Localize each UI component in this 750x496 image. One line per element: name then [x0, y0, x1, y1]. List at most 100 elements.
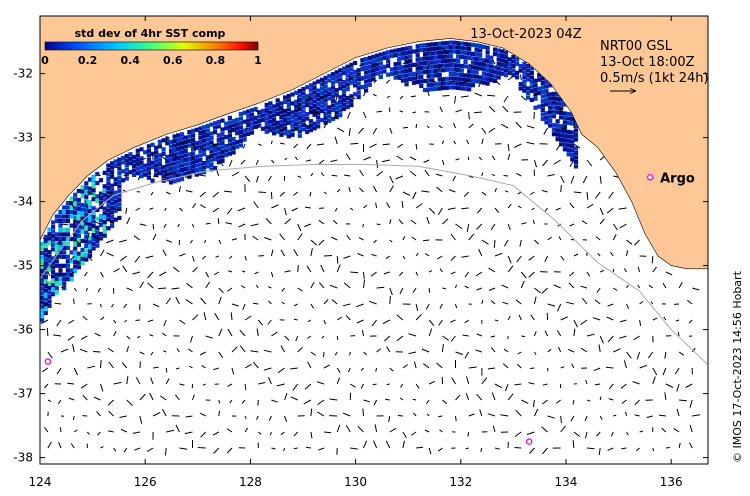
current-vector: [271, 399, 278, 403]
sst-pixel: [408, 59, 413, 64]
current-vector: [468, 63, 476, 69]
current-vector: [256, 175, 259, 183]
current-vector: [191, 151, 193, 161]
sst-pixel: [319, 77, 324, 82]
sst-pixel: [364, 57, 369, 62]
current-vector: [318, 282, 325, 289]
sst-pixel: [198, 135, 203, 140]
sst-pixel: [65, 263, 70, 268]
sst-pixel: [154, 145, 159, 150]
sst-pixel: [191, 137, 196, 142]
sst-pixel: [341, 79, 347, 85]
sst-pixel: [367, 69, 372, 74]
sst-pixel: [290, 110, 295, 115]
sst-pixel: [294, 99, 299, 104]
current-vector: [228, 159, 233, 167]
current-vector: [520, 74, 522, 81]
sst-pixel: [562, 147, 567, 152]
current-vector: [613, 348, 621, 353]
current-vector: [199, 191, 207, 198]
current-vector: [520, 95, 527, 101]
sst-pixel: [345, 82, 350, 87]
current-vector: [412, 111, 417, 114]
current-vector: [237, 207, 246, 212]
sst-pixel: [257, 110, 262, 115]
sst-pixel: [62, 236, 67, 241]
sst-pixel: [503, 50, 509, 55]
sst-pixel: [529, 75, 534, 80]
sst-pixel: [529, 97, 534, 102]
current-vector: [200, 431, 207, 438]
current-vector: [54, 302, 62, 305]
sst-pixel: [456, 41, 461, 46]
current-vector: [478, 79, 483, 88]
sst-pixel: [334, 92, 339, 97]
sst-pixel: [481, 44, 486, 49]
current-vector: [358, 187, 364, 193]
current-vector: [413, 361, 417, 369]
sst-pixel: [341, 93, 347, 98]
current-vector: [383, 271, 390, 275]
sst-pixel: [264, 102, 269, 107]
current-vector: [586, 333, 595, 337]
sst-pixel: [430, 82, 435, 87]
sst-pixel: [69, 201, 74, 206]
current-vector: [677, 331, 680, 337]
sst-pixel: [47, 227, 52, 232]
sst-pixel: [194, 141, 199, 146]
sst-pixel: [110, 188, 115, 193]
sst-pixel: [294, 108, 299, 113]
sst-pixel: [40, 286, 45, 291]
sst-pixel: [98, 218, 104, 223]
current-vector: [166, 239, 172, 243]
current-vector: [381, 159, 390, 163]
current-vector: [501, 284, 509, 289]
sst-pixel: [40, 255, 45, 260]
sst-pixel: [434, 64, 439, 69]
sst-pixel: [441, 41, 446, 46]
sst-pixel: [117, 157, 122, 162]
sst-pixel: [448, 67, 453, 72]
current-vector: [229, 255, 233, 259]
sst-pixel: [62, 254, 67, 259]
sst-pixel: [47, 281, 52, 286]
sst-pixel: [54, 236, 59, 241]
sst-pixel: [95, 239, 100, 244]
sst-pixel: [95, 234, 100, 239]
sst-pixel: [562, 120, 567, 125]
current-vector: [396, 155, 404, 161]
sst-pixel: [62, 263, 67, 268]
sst-pixel: [110, 197, 115, 202]
sst-pixel: [102, 215, 107, 220]
current-vector: [163, 223, 167, 229]
current-vector: [464, 351, 470, 359]
sst-pixel: [106, 172, 111, 177]
sst-pixel: [117, 188, 122, 194]
sst-pixel: [286, 111, 291, 116]
sst-pixel: [91, 179, 96, 184]
sst-pixel: [356, 68, 361, 73]
current-vector: [230, 127, 233, 132]
sst-pixel: [58, 214, 63, 219]
sst-pixel: [555, 128, 560, 133]
sst-pixel: [146, 157, 151, 162]
colorbar-ticks: 0 0.2 0.4 0.6 0.8 1: [41, 54, 262, 67]
sst-pixel: [43, 302, 48, 307]
current-vector: [165, 136, 168, 145]
current-vector: [323, 111, 327, 120]
current-vector: [560, 255, 565, 261]
sst-pixel: [330, 81, 336, 86]
current-vector: [442, 95, 450, 97]
sst-pixel: [279, 114, 284, 119]
current-vector: [113, 330, 117, 337]
current-vector: [333, 111, 338, 120]
sst-pixel: [551, 127, 556, 132]
sst-pixel: [496, 75, 501, 80]
current-vector-layer: [40, 42, 701, 456]
sst-pixel: [496, 57, 501, 62]
sst-pixel: [231, 136, 236, 142]
sst-pixel: [566, 129, 571, 134]
current-vector: [336, 255, 339, 264]
current-vector: [242, 270, 246, 273]
sst-pixel: [478, 66, 483, 71]
